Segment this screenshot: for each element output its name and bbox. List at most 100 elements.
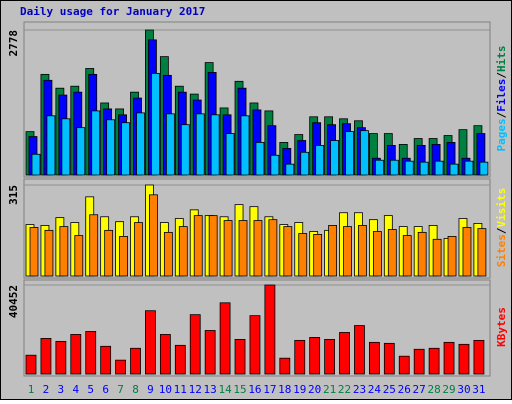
- bar: [413, 348, 425, 375]
- bar: [59, 226, 69, 277]
- bar: [46, 115, 56, 176]
- bar: [458, 343, 470, 375]
- bar: [89, 214, 99, 277]
- bar: [134, 222, 143, 277]
- bar: [238, 220, 248, 277]
- x-tick-label: 12: [189, 383, 202, 396]
- bar: [419, 161, 429, 176]
- x-tick-label: 23: [353, 383, 366, 396]
- bar: [151, 72, 160, 176]
- x-tick-label: 5: [87, 383, 94, 396]
- bar: [354, 325, 365, 375]
- bar: [328, 225, 338, 277]
- x-tick-label: 28: [427, 383, 440, 396]
- bar: [402, 235, 412, 277]
- bar: [31, 153, 41, 176]
- legend: Pages/Files/Hits: [495, 46, 508, 152]
- bar: [404, 160, 414, 176]
- bar: [398, 355, 410, 375]
- bar: [428, 347, 440, 375]
- bar: [268, 219, 278, 277]
- bar: [210, 114, 220, 176]
- bar: [219, 302, 231, 375]
- bar: [479, 161, 489, 176]
- bar: [432, 238, 442, 277]
- bar: [443, 341, 455, 375]
- bar: [115, 359, 126, 375]
- x-tick-label: 27: [413, 383, 426, 396]
- legend-entry: Visits: [495, 188, 508, 228]
- legend-entry: Hits: [495, 46, 508, 73]
- x-tick-label: 24: [368, 383, 382, 396]
- legend: Sites/Visits: [495, 188, 508, 268]
- x-tick-label: 30: [457, 383, 470, 396]
- bar: [324, 338, 336, 375]
- bar: [178, 226, 188, 277]
- x-tick-label: 7: [117, 383, 124, 396]
- x-tick-label: 10: [159, 383, 172, 396]
- y-tick-label: 315: [7, 185, 20, 205]
- bar: [145, 310, 156, 375]
- bar: [255, 142, 265, 176]
- bar: [447, 236, 457, 277]
- bar: [70, 334, 82, 375]
- bar: [339, 332, 350, 375]
- bar: [29, 227, 39, 277]
- bar: [76, 127, 86, 176]
- x-tick-label: 20: [308, 383, 321, 396]
- bar: [165, 113, 175, 176]
- bar: [130, 347, 141, 375]
- legend: KBytes: [495, 307, 508, 347]
- bar: [174, 344, 186, 375]
- bar: [300, 151, 310, 176]
- bar: [240, 115, 250, 176]
- x-tick-label: 8: [132, 383, 139, 396]
- x-tick-label: 13: [204, 383, 217, 396]
- bar: [193, 215, 203, 277]
- bar: [374, 159, 384, 176]
- x-tick-label: 11: [174, 383, 187, 396]
- legend-separator: /: [495, 111, 508, 118]
- bar: [44, 229, 54, 277]
- bar: [249, 315, 261, 375]
- legend-entry: Files: [495, 79, 508, 112]
- bar: [204, 330, 216, 375]
- bar: [360, 130, 369, 176]
- bar: [264, 284, 276, 375]
- bar: [106, 119, 116, 176]
- bar: [368, 341, 380, 375]
- y-tick-label: 40452: [7, 285, 20, 318]
- bar: [180, 124, 190, 176]
- x-tick-label: 6: [102, 383, 109, 396]
- bar: [85, 331, 97, 375]
- x-tick-label: 21: [323, 383, 336, 396]
- bar: [417, 231, 427, 277]
- bar: [136, 112, 145, 176]
- legend-entry: KBytes: [495, 307, 508, 347]
- x-tick-label: 1: [28, 383, 35, 396]
- bar: [434, 160, 444, 176]
- y-tick-label: 2778: [7, 30, 20, 57]
- bar: [223, 220, 233, 277]
- bar: [159, 334, 171, 375]
- bar: [283, 226, 293, 277]
- bar: [40, 337, 52, 375]
- bar: [74, 235, 84, 277]
- bar: [345, 131, 354, 176]
- bar: [343, 226, 352, 277]
- x-tick-label: 16: [248, 383, 261, 396]
- bar: [330, 140, 340, 176]
- bar: [121, 122, 130, 176]
- x-tick-label: 14: [218, 383, 232, 396]
- bar: [315, 145, 325, 176]
- bar: [309, 337, 321, 375]
- bar: [358, 225, 367, 277]
- x-tick-label: 4: [72, 383, 79, 396]
- bar: [208, 215, 218, 277]
- x-tick-label: 2: [43, 383, 50, 396]
- bar: [55, 340, 67, 375]
- bar: [372, 231, 382, 277]
- bar: [225, 133, 235, 176]
- bar: [234, 338, 246, 375]
